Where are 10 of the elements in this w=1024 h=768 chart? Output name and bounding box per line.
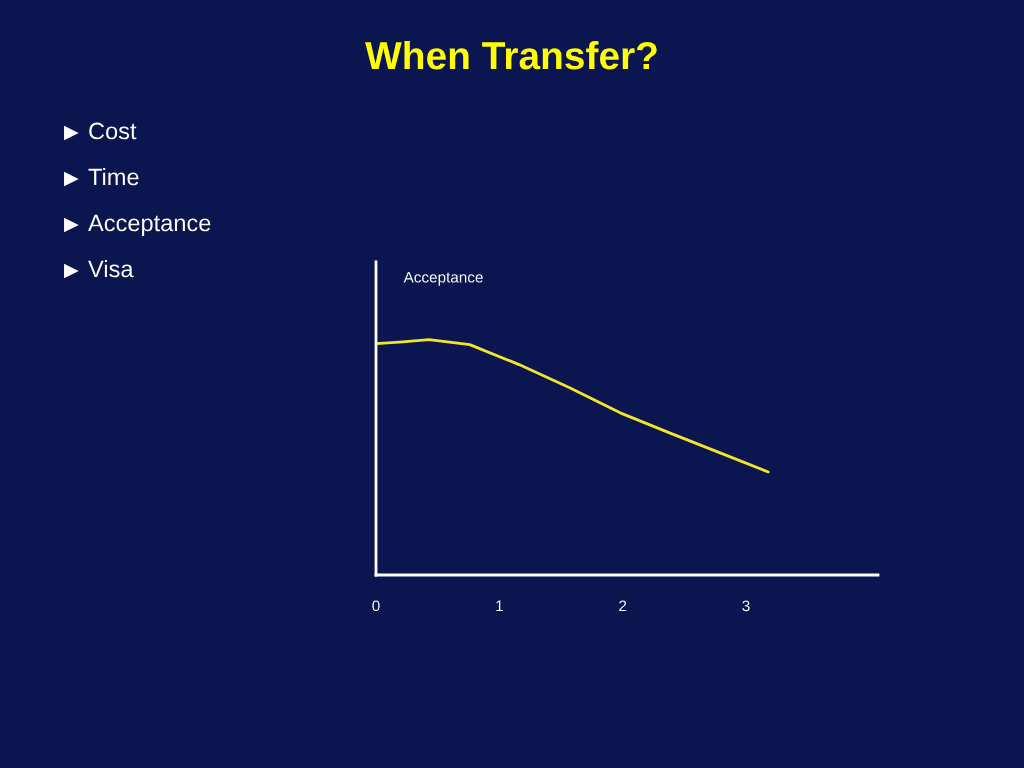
text: Visa [88, 259, 134, 278]
chart-title: When Transfer? [365, 40, 657, 70]
x-tick-label: 3 [742, 600, 750, 612]
x-tick-label: 1 [496, 600, 503, 612]
x-tick-label: 2 [619, 600, 627, 612]
y-axis-title: Acceptance [403, 271, 483, 286]
text: Cost [89, 122, 137, 140]
text: Acceptance [88, 214, 211, 236]
text: Time [88, 167, 139, 186]
x-tick-label: 0 [372, 600, 380, 612]
